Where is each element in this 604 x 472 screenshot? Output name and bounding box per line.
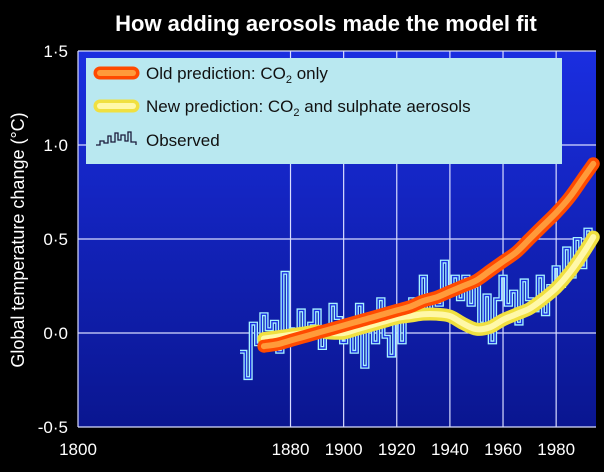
x-tick-label: 1940: [431, 440, 469, 459]
legend-swatch-observed: [96, 131, 137, 146]
y-tick-label: 0·5: [43, 230, 68, 249]
y-axis-label: Global temperature change (°C): [8, 112, 28, 367]
x-tick-label: 1880: [272, 440, 310, 459]
x-tick-label: 1980: [537, 440, 575, 459]
x-tick-label: 1920: [378, 440, 416, 459]
legend-box: [86, 58, 562, 164]
chart-title: How adding aerosols made the model fit: [115, 11, 537, 36]
y-tick-label: 1·0: [43, 136, 68, 155]
x-tick-label: 1900: [325, 440, 363, 459]
x-axis: 1800 1880 1900 1920 1940 1960 1980: [59, 440, 575, 459]
series-old-prediction: [260, 160, 597, 350]
y-axis: -0·5 0·0 0·5 1·0 1·5: [38, 42, 68, 437]
legend-label-old: Old prediction: CO2 only: [146, 64, 328, 86]
y-tick-label: 1·5: [43, 42, 68, 61]
y-tick-label: 0·0: [43, 324, 68, 343]
x-tick-label: 1800: [59, 440, 97, 459]
series-layer: [240, 157, 600, 381]
legend-label-observed: Observed: [146, 131, 220, 150]
legend: Old prediction: CO2 only New prediction: …: [86, 58, 562, 164]
x-tick-label: 1960: [484, 440, 522, 459]
legend-label-new: New prediction: CO2 and sulphate aerosol…: [146, 97, 471, 119]
y-tick-label: -0·5: [38, 418, 68, 437]
